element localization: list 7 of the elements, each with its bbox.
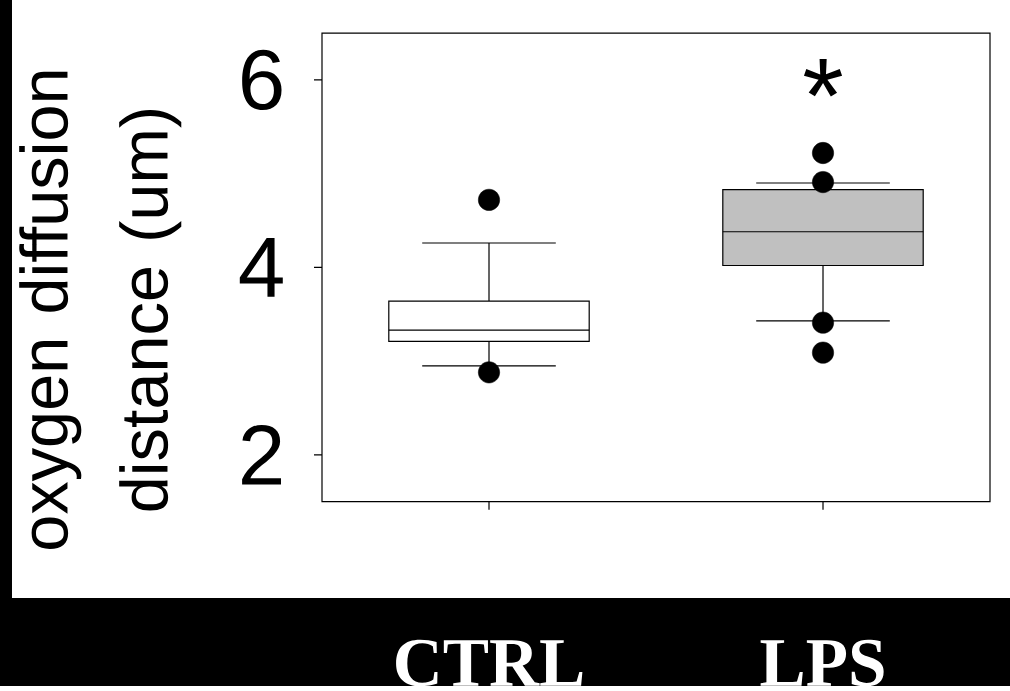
y-axis-title: oxygen diffusion distance (um) bbox=[19, 71, 182, 549]
y-tick-label: 4 bbox=[239, 238, 283, 297]
y-tick-label: 6 bbox=[242, 49, 282, 111]
x-tick-label: CTRL bbox=[396, 639, 583, 687]
x-tick-label: LPS bbox=[760, 639, 884, 687]
annotation: * bbox=[803, 59, 843, 97]
y-tick-label: 2 bbox=[242, 425, 281, 485]
